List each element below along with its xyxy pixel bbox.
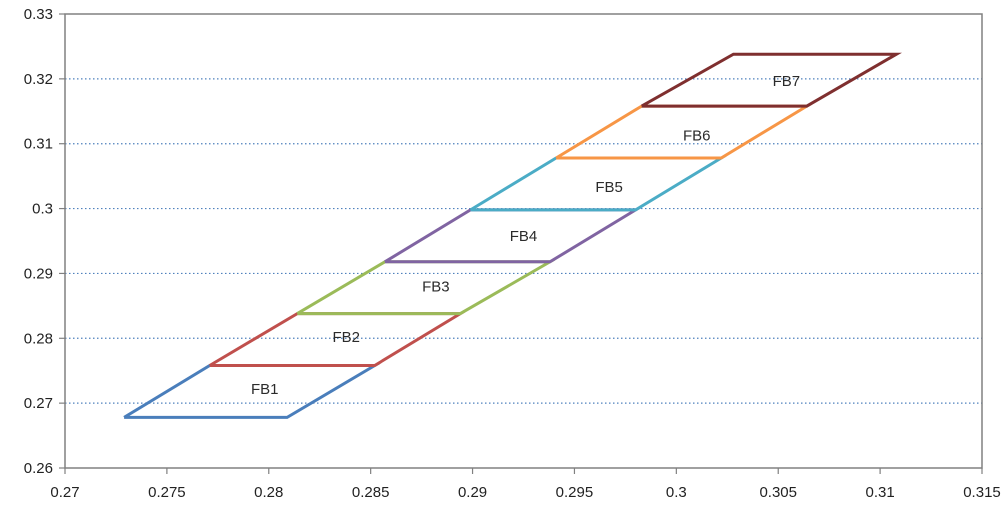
y-tick-label: 0.32 <box>24 71 53 88</box>
x-tick-label: 0.315 <box>963 484 1001 501</box>
series-label-fb5: FB5 <box>595 179 623 196</box>
y-tick-label: 0.29 <box>24 265 53 282</box>
x-tick-label: 0.305 <box>759 484 797 501</box>
x-tick-label: 0.28 <box>254 484 283 501</box>
labels-layer: FB1 FB2 FB3 FB4 FB5 FB6 FB7 <box>251 73 800 398</box>
y-tick-label: 0.3 <box>32 201 53 218</box>
y-tick-label: 0.27 <box>24 395 53 412</box>
series-layer <box>123 52 902 419</box>
series-label-fb6: FB6 <box>683 127 711 144</box>
series-label-fb7: FB7 <box>773 73 801 90</box>
x-tick-label: 0.295 <box>556 484 594 501</box>
series-line-fb6 <box>555 104 813 160</box>
x-tick-label: 0.3 <box>666 484 687 501</box>
y-tick-label: 0.28 <box>24 330 53 347</box>
axes-layer: 0.26 0.27 0.28 0.29 0.3 0.31 0.32 0.33 0.27 0.275… <box>24 6 1001 501</box>
grid-layer <box>65 78 982 404</box>
x-tick-label: 0.275 <box>148 484 186 501</box>
series-line-fb7 <box>640 52 902 108</box>
plot-area-border <box>64 13 983 469</box>
series-line-fb1 <box>123 364 381 419</box>
series-label-fb2: FB2 <box>332 329 360 346</box>
y-tick-label: 0.26 <box>24 460 53 477</box>
x-tick-label: 0.31 <box>866 484 895 501</box>
series-label-fb1: FB1 <box>251 381 279 398</box>
series-label-fb3: FB3 <box>422 278 450 295</box>
series-label-fb4: FB4 <box>510 228 538 245</box>
y-tick-label: 0.33 <box>24 6 53 23</box>
x-tick-label: 0.29 <box>458 484 487 501</box>
x-tick-label: 0.27 <box>50 484 79 501</box>
y-tick-label: 0.31 <box>24 136 53 153</box>
x-tick-label: 0.285 <box>352 484 390 501</box>
